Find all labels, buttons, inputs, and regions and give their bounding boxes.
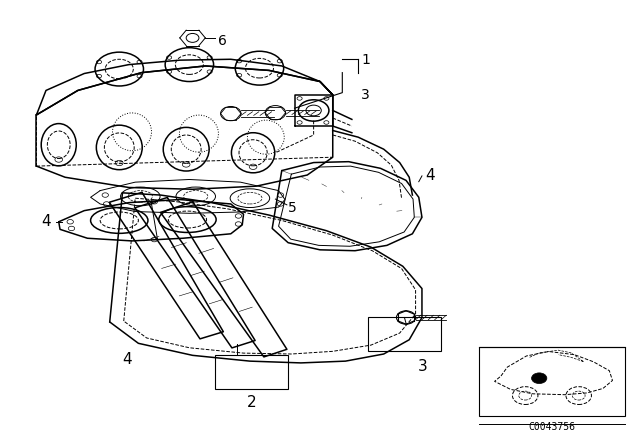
Text: 3: 3 <box>418 359 428 374</box>
Bar <box>479 347 625 416</box>
Text: C0043756: C0043756 <box>529 422 575 432</box>
Text: 6: 6 <box>218 34 227 47</box>
Bar <box>368 318 441 351</box>
Bar <box>215 355 288 389</box>
Text: 5: 5 <box>288 202 297 215</box>
Circle shape <box>532 373 547 383</box>
Text: 4: 4 <box>41 214 51 229</box>
Text: 3: 3 <box>362 88 370 102</box>
Text: 2: 2 <box>246 396 256 410</box>
Text: 1: 1 <box>362 53 371 67</box>
Text: 4: 4 <box>425 168 435 183</box>
Text: 4: 4 <box>122 352 132 367</box>
